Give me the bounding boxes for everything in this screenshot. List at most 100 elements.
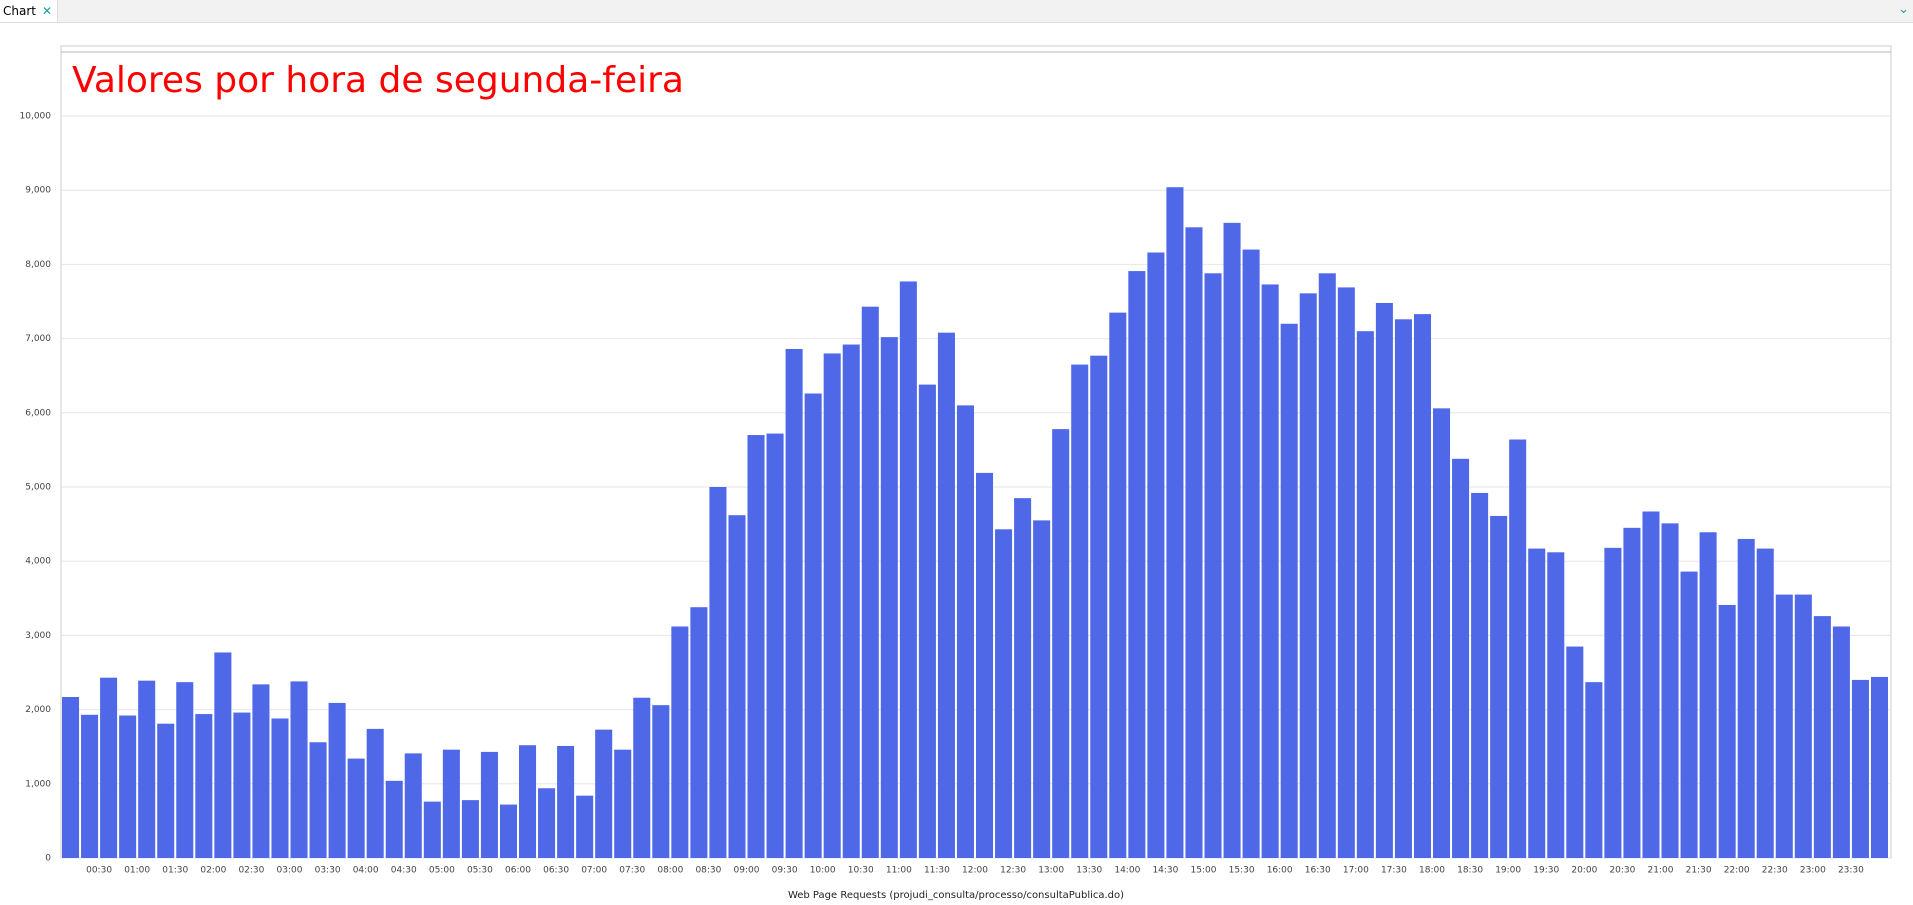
x-tick-label: 02:30 [238,866,264,876]
bar [614,749,632,858]
x-tick-label: 06:30 [543,866,569,876]
x-tick-label: 18:30 [1457,866,1483,876]
bar [271,718,289,858]
bar [1394,319,1412,859]
y-tick-label: 6,000 [25,408,51,418]
x-tick-label: 14:00 [1114,866,1140,876]
y-tick-label: 4,000 [25,557,51,567]
bar [1033,520,1051,858]
x-tick-label: 01:30 [162,866,188,876]
bar [1756,548,1774,858]
bar [804,393,822,858]
bar [1775,594,1793,858]
x-tick-label: 07:00 [581,866,607,876]
bar [347,758,365,858]
bar [1280,323,1298,858]
bar [62,696,80,858]
bar [899,281,917,858]
bar [652,705,670,858]
bar [81,714,99,858]
x-tick-label: 05:30 [467,866,493,876]
bar [823,353,841,858]
x-tick-label: 21:30 [1686,866,1712,876]
bar [1071,364,1089,858]
bar [138,680,156,858]
chart-title: Valores por hora de segunda-feira [72,60,684,101]
x-tick-label: 10:00 [810,866,836,876]
x-tick-label: 02:00 [200,866,226,876]
bar [976,472,994,858]
y-tick-label: 3,000 [25,631,51,641]
y-tick-label: 0 [45,854,51,864]
bar [1166,187,1184,858]
bar [119,715,137,858]
tab-bar: Chart ✕ ⌄ [0,0,1913,23]
bar [1718,604,1736,858]
bar [328,702,346,858]
close-icon[interactable]: ✕ [41,4,53,18]
bar [461,800,479,858]
bar [1851,679,1869,858]
bar [709,487,727,858]
x-tick-label: 00:30 [86,866,112,876]
y-tick-label: 10,000 [20,112,52,122]
bar [1642,511,1660,858]
bar [423,801,441,858]
x-tick-label: 09:30 [772,866,798,876]
bar [233,712,251,858]
bar [557,745,575,858]
x-tick-label: 17:30 [1381,866,1407,876]
bar [100,677,118,858]
x-tick-label: 20:00 [1571,866,1597,876]
bar [1413,314,1431,858]
x-tick-label: 08:30 [695,866,721,876]
bar [1356,331,1374,858]
x-tick-label: 16:30 [1305,866,1331,876]
bar [690,607,708,858]
dropdown-icon[interactable]: ⌄ [1898,2,1909,17]
bar [595,729,613,858]
x-tick-label: 16:00 [1267,866,1293,876]
bar [1699,532,1717,858]
bar [1147,252,1165,858]
bar [157,723,175,858]
x-tick-label: 12:00 [962,866,988,876]
x-tick-label: 09:00 [734,866,760,876]
x-tick-label: 07:30 [619,866,645,876]
x-tick-label: 11:30 [924,866,950,876]
x-tick-label: 03:00 [277,866,303,876]
x-tick-label: 22:00 [1724,866,1750,876]
x-tick-label: 05:00 [429,866,455,876]
x-tick-label: 15:00 [1191,866,1217,876]
y-tick-label: 1,000 [25,779,51,789]
bar [747,435,765,858]
bar [176,682,194,858]
bar [1623,527,1641,858]
bar [937,332,955,858]
bar [1318,273,1336,859]
y-tick-label: 9,000 [25,186,51,196]
bar [1528,548,1546,858]
bar [1585,682,1603,858]
bar [1832,626,1850,858]
bar [1547,552,1565,858]
bar [1490,515,1508,858]
x-tick-label: 22:30 [1762,866,1788,876]
bar [1870,676,1888,858]
x-tick-label: 03:30 [315,866,341,876]
bar [861,306,879,859]
bar [1090,355,1108,858]
x-tick-label: 04:00 [353,866,379,876]
x-tick-label: 13:00 [1038,866,1064,876]
bar [1604,547,1622,858]
bar [1223,222,1241,858]
bar [842,344,860,858]
tab[interactable]: Chart ✕ [0,0,58,22]
bar [404,753,422,858]
y-tick-label: 5,000 [25,483,51,493]
x-tick-label: 17:00 [1343,866,1369,876]
bar [1566,646,1584,858]
x-tick-label: 14:30 [1152,866,1178,876]
bar [538,788,556,858]
